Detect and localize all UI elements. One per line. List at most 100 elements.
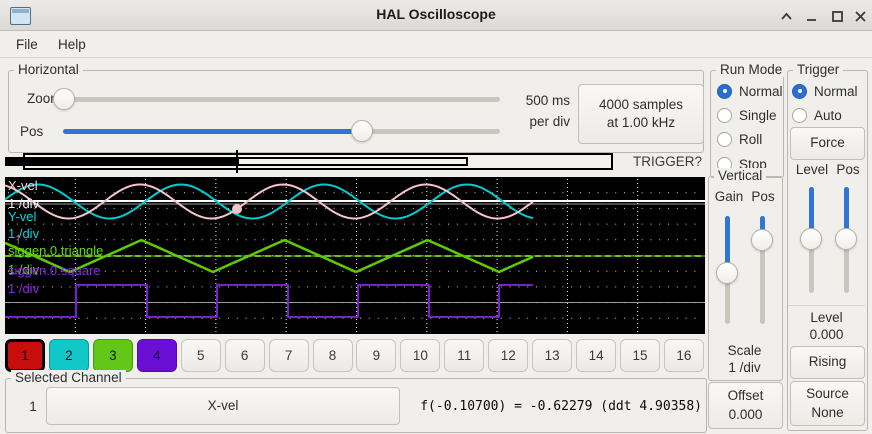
horizontal-pos-slider[interactable] bbox=[63, 120, 500, 142]
channel-button-3[interactable]: 3 bbox=[92, 339, 133, 372]
channel-button-15[interactable]: 15 bbox=[620, 339, 661, 372]
scope-display: X-vel 1 /div Y-vel 1 /div siggen.0.triangle 1… bbox=[4, 177, 705, 334]
channel-button-6[interactable]: 6 bbox=[224, 339, 265, 372]
trigger-level-thumb[interactable] bbox=[800, 228, 822, 250]
trigger-frame-label: Trigger bbox=[793, 62, 844, 77]
selected-channel-frame-label: Selected Channel bbox=[11, 370, 126, 385]
selected-signal-name: X-vel bbox=[207, 397, 239, 413]
radio-selected-icon[interactable] bbox=[717, 83, 732, 99]
selected-signal-button[interactable]: X-vel bbox=[46, 387, 400, 425]
trigger-separator bbox=[788, 305, 865, 306]
scope-channel-label: 1 /div bbox=[8, 262, 40, 277]
trigger-mode-option-auto[interactable]: Auto bbox=[792, 103, 858, 127]
trigger-status-label: TRIGGER? bbox=[632, 154, 702, 169]
radio-unselected-icon[interactable] bbox=[717, 108, 732, 124]
scope-channel-label: X-vel bbox=[8, 178, 38, 193]
window-title: HAL Oscilloscope bbox=[376, 6, 496, 22]
channel-value-readout: f(-0.10700) = -0.62279 (ddt 4.90358) bbox=[420, 399, 702, 414]
vertical-gain-label: Gain bbox=[714, 189, 744, 204]
samples-line2: at 1.00 kHz bbox=[606, 115, 676, 130]
trigger-source-button[interactable]: Source None bbox=[790, 381, 865, 426]
selected-channel-number: 1 bbox=[29, 399, 37, 414]
trigger-pos-col-label: Pos bbox=[836, 162, 860, 177]
run-mode-options: Normal Single Roll Stop bbox=[717, 79, 783, 177]
trigger-level-fill bbox=[808, 187, 814, 239]
close-icon[interactable] bbox=[851, 7, 869, 25]
scope-channel-label: Y-vel bbox=[8, 209, 37, 224]
force-label: Force bbox=[810, 135, 845, 151]
zoom-slider-thumb[interactable] bbox=[53, 88, 75, 110]
channel-button-12[interactable]: 12 bbox=[488, 339, 529, 372]
vertical-offset-button[interactable]: Offset 0.000 bbox=[708, 382, 783, 429]
selected-channel-frame: Selected Channel bbox=[5, 370, 707, 433]
trigger-pos-thumb[interactable] bbox=[835, 228, 857, 250]
menu-help[interactable]: Help bbox=[58, 37, 86, 52]
radio-unselected-icon[interactable] bbox=[792, 108, 807, 124]
channel-button-13[interactable]: 13 bbox=[532, 339, 573, 372]
force-trigger-button[interactable]: Force bbox=[790, 127, 865, 160]
vertical-scale-caption: Scale bbox=[727, 343, 762, 358]
trigger-mode-option-normal[interactable]: Normal bbox=[792, 79, 858, 103]
run-mode-option-label: Normal bbox=[739, 83, 783, 99]
horizontal-frame-label: Horizontal bbox=[14, 62, 83, 77]
time-per-div-value: 500 ms bbox=[525, 93, 570, 108]
trigger-position-cursor[interactable] bbox=[236, 150, 238, 173]
vertical-scale-value: 1 /div bbox=[728, 360, 761, 375]
trigger-source-line1: Source bbox=[806, 386, 849, 402]
trigger-mode-option-label: Normal bbox=[814, 83, 858, 99]
trigger-pos-fill bbox=[843, 187, 849, 239]
channel-button-11[interactable]: 11 bbox=[444, 339, 485, 372]
horizontal-frame: Horizontal bbox=[8, 62, 704, 153]
vertical-gain-thumb[interactable] bbox=[716, 262, 738, 284]
minimize-icon[interactable] bbox=[802, 7, 820, 25]
vertical-pos-thumb[interactable] bbox=[751, 229, 773, 251]
vertical-pos-slider[interactable] bbox=[751, 216, 773, 324]
scope-channel-label: 1 /div bbox=[8, 226, 40, 241]
vertical-frame: Vertical bbox=[708, 168, 783, 381]
trigger-source-line2: None bbox=[811, 404, 844, 420]
run-mode-option-single[interactable]: Single bbox=[717, 103, 783, 127]
vertical-offset-line2: 0.000 bbox=[728, 406, 763, 422]
vertical-position-arrow-icon: ↑ bbox=[14, 229, 23, 248]
trigger-level-slider[interactable] bbox=[800, 187, 822, 293]
zoom-slider-track[interactable] bbox=[55, 97, 500, 102]
trigger-pos-slider[interactable] bbox=[835, 187, 857, 293]
channel-button-16[interactable]: 16 bbox=[663, 339, 704, 372]
channel-button-9[interactable]: 9 bbox=[356, 339, 397, 372]
channel-button-8[interactable]: 8 bbox=[312, 339, 353, 372]
shade-icon[interactable] bbox=[777, 7, 795, 25]
pos-slider-thumb[interactable] bbox=[351, 120, 373, 142]
scope-channel-label: 1 /div bbox=[8, 196, 40, 211]
run-mode-option-roll[interactable]: Roll bbox=[717, 128, 783, 152]
pos-slider-track[interactable] bbox=[63, 129, 500, 134]
vertical-offset-line1: Offset bbox=[727, 388, 764, 404]
vertical-pos-track[interactable] bbox=[759, 216, 765, 324]
channel-button-5[interactable]: 5 bbox=[180, 339, 221, 372]
samples-line1: 4000 samples bbox=[598, 96, 684, 112]
titlebar: HAL Oscilloscope bbox=[0, 0, 872, 31]
menu-file[interactable]: File bbox=[16, 37, 38, 52]
app-icon bbox=[10, 7, 31, 25]
zoom-slider-label: Zoom bbox=[27, 91, 62, 106]
trigger-edge-button[interactable]: Rising bbox=[790, 346, 865, 379]
trace-siggen.0.triangle bbox=[4, 238, 534, 274]
radio-unselected-icon[interactable] bbox=[717, 132, 732, 148]
trigger-edge-label: Rising bbox=[808, 354, 847, 370]
samples-button[interactable]: 4000 samples at 1.00 kHz bbox=[578, 84, 704, 144]
run-mode-option-normal[interactable]: Normal bbox=[717, 79, 783, 103]
channel-button-2[interactable]: 2 bbox=[48, 339, 89, 372]
maximize-icon[interactable] bbox=[828, 7, 846, 25]
radio-selected-icon[interactable] bbox=[792, 83, 807, 99]
horizontal-zoom-slider[interactable] bbox=[53, 88, 500, 110]
trace-siggen.0.square bbox=[5, 284, 533, 318]
channel-button-4[interactable]: 4 bbox=[136, 339, 177, 372]
channel-button-10[interactable]: 10 bbox=[400, 339, 441, 372]
channel-button-14[interactable]: 14 bbox=[576, 339, 617, 372]
scope-channel-label: siggen.0.square bbox=[8, 263, 101, 278]
vertical-gain-fill bbox=[724, 216, 730, 273]
vertical-gain-slider[interactable] bbox=[716, 216, 738, 324]
channel-button-7[interactable]: 7 bbox=[268, 339, 309, 372]
channel-button-1[interactable]: 1 bbox=[5, 339, 45, 372]
pos-slider-fill bbox=[63, 129, 362, 134]
